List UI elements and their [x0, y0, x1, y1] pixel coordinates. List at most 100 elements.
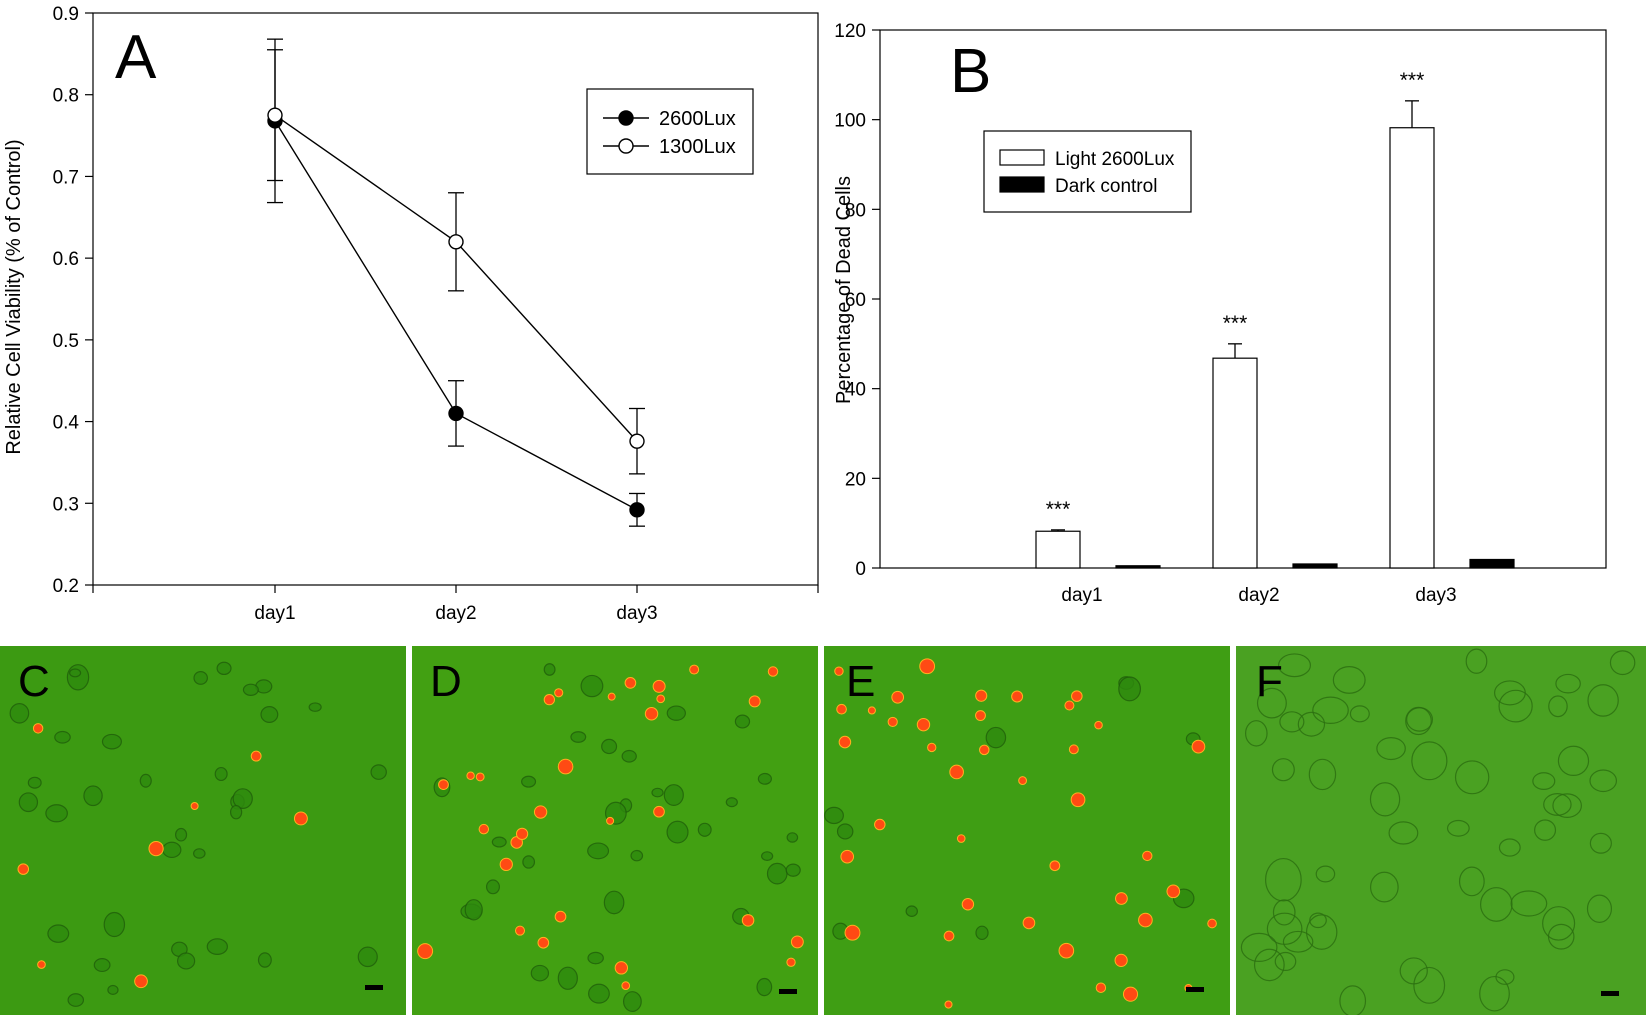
live-cell — [1446, 819, 1470, 837]
live-cell — [786, 832, 799, 843]
dead-cell — [1191, 739, 1206, 754]
live-cell — [651, 787, 664, 798]
bar-dark-control — [1469, 558, 1515, 569]
dead-cell — [1071, 690, 1083, 702]
live-cell — [824, 806, 844, 825]
live-cell — [229, 804, 243, 820]
panel-a-series — [267, 38, 645, 527]
live-cell — [587, 842, 610, 860]
dead-cell — [148, 840, 164, 857]
dead-cell — [767, 666, 779, 677]
dead-cell — [32, 723, 44, 734]
live-cell — [663, 784, 684, 807]
live-cell — [1589, 832, 1612, 854]
dead-cell — [466, 771, 475, 780]
live-cell — [54, 730, 71, 744]
dead-cell — [614, 961, 629, 975]
panel-b: B Percentage of Dead Cells 0 20 40 60 80 100 1… — [833, 21, 1607, 606]
dead-cell — [1207, 918, 1217, 929]
panel-a-legend-box — [586, 88, 754, 175]
legend-swatch-light — [999, 149, 1045, 166]
live-cell — [1297, 711, 1326, 737]
bar-light-2600lux — [1035, 530, 1081, 569]
panel-a-y-tick-label: 0.6 — [53, 249, 79, 270]
live-cell — [1279, 711, 1305, 733]
live-cell — [1272, 899, 1296, 926]
dead-cell — [533, 805, 548, 819]
micrograph-c — [0, 646, 406, 1015]
panel-b-legend: Light 2600Lux Dark control — [983, 130, 1192, 213]
live-cell — [370, 764, 387, 780]
live-cell — [1454, 760, 1490, 795]
panel-a-y-tick-label: 0.3 — [53, 494, 79, 515]
dead-cell — [190, 801, 199, 811]
live-cell — [1498, 689, 1533, 723]
live-cell — [785, 863, 801, 877]
panel-a-y-ticks: 0.2 0.3 0.4 0.5 0.6 0.7 0.8 0.9 — [53, 4, 93, 597]
live-cell — [1542, 906, 1576, 941]
live-cell — [905, 905, 918, 917]
live-cell — [761, 851, 774, 862]
panel-b-y-ticks: 0 20 40 60 80 100 120 — [834, 21, 880, 580]
live-cell — [697, 822, 712, 837]
live-cell — [757, 772, 772, 785]
live-cell — [622, 991, 642, 1012]
live-cell — [216, 661, 232, 676]
live-cell — [27, 776, 42, 789]
panel-a-y-tick-label: 0.5 — [53, 331, 79, 352]
live-cell — [242, 683, 259, 696]
data-point-2600lux — [448, 405, 464, 422]
panel-a-y-tick-label: 0.4 — [53, 413, 80, 434]
dead-cell — [979, 744, 990, 756]
live-cell — [18, 792, 39, 813]
dead-cell — [949, 764, 964, 780]
live-cell — [666, 820, 689, 844]
live-cell — [485, 879, 500, 895]
panel-a-x-tick-label: day2 — [435, 603, 476, 624]
panel-a-legend: 2600Lux 1300Lux — [586, 88, 754, 175]
bar-dark-control — [1292, 563, 1338, 569]
panel-a-y-tick-label: 0.7 — [53, 167, 79, 188]
dead-cell — [689, 664, 700, 675]
dead-cell — [624, 677, 637, 689]
live-cell — [67, 993, 85, 1007]
panel-a-y-tick-label: 0.9 — [53, 4, 79, 25]
live-cell — [1458, 866, 1485, 897]
live-cell — [69, 668, 82, 678]
dead-cell — [475, 772, 485, 782]
data-point-1300lux — [267, 107, 283, 123]
live-cell — [9, 702, 30, 724]
live-cell — [1266, 912, 1303, 945]
live-cell — [1510, 890, 1548, 917]
dead-cell — [554, 688, 564, 698]
live-cell — [1555, 673, 1581, 694]
dead-cell — [652, 679, 666, 693]
dead-cell — [557, 758, 574, 775]
live-cell — [1411, 741, 1448, 781]
live-cell — [357, 946, 378, 968]
dead-cell — [1094, 720, 1103, 730]
live-cell — [557, 966, 578, 990]
micrograph-d-label: D — [430, 657, 462, 706]
dead-cell — [621, 981, 631, 991]
panel-a-y-axis-label: Relative Cell Viability (% of Control) — [3, 139, 25, 454]
dead-cell — [956, 834, 966, 843]
dead-cell — [1011, 690, 1024, 703]
live-cell — [588, 983, 610, 1004]
live-cell — [101, 733, 122, 750]
live-cell — [587, 951, 604, 965]
panel-b-legend-box — [983, 130, 1192, 213]
live-cell — [734, 714, 751, 729]
dead-cell — [790, 935, 804, 949]
panel-b-x-tick-label: day2 — [1238, 585, 1279, 606]
micrograph-f — [1236, 646, 1646, 1015]
micrograph-c-label: C — [18, 657, 50, 706]
live-cell — [985, 726, 1007, 749]
live-cell — [666, 705, 686, 721]
dead-cell — [1018, 776, 1028, 786]
dead-cell — [499, 857, 513, 872]
panel-b-label: B — [950, 37, 991, 106]
live-cell — [1479, 887, 1513, 922]
dead-cell — [606, 816, 615, 825]
live-cell — [1332, 666, 1366, 694]
